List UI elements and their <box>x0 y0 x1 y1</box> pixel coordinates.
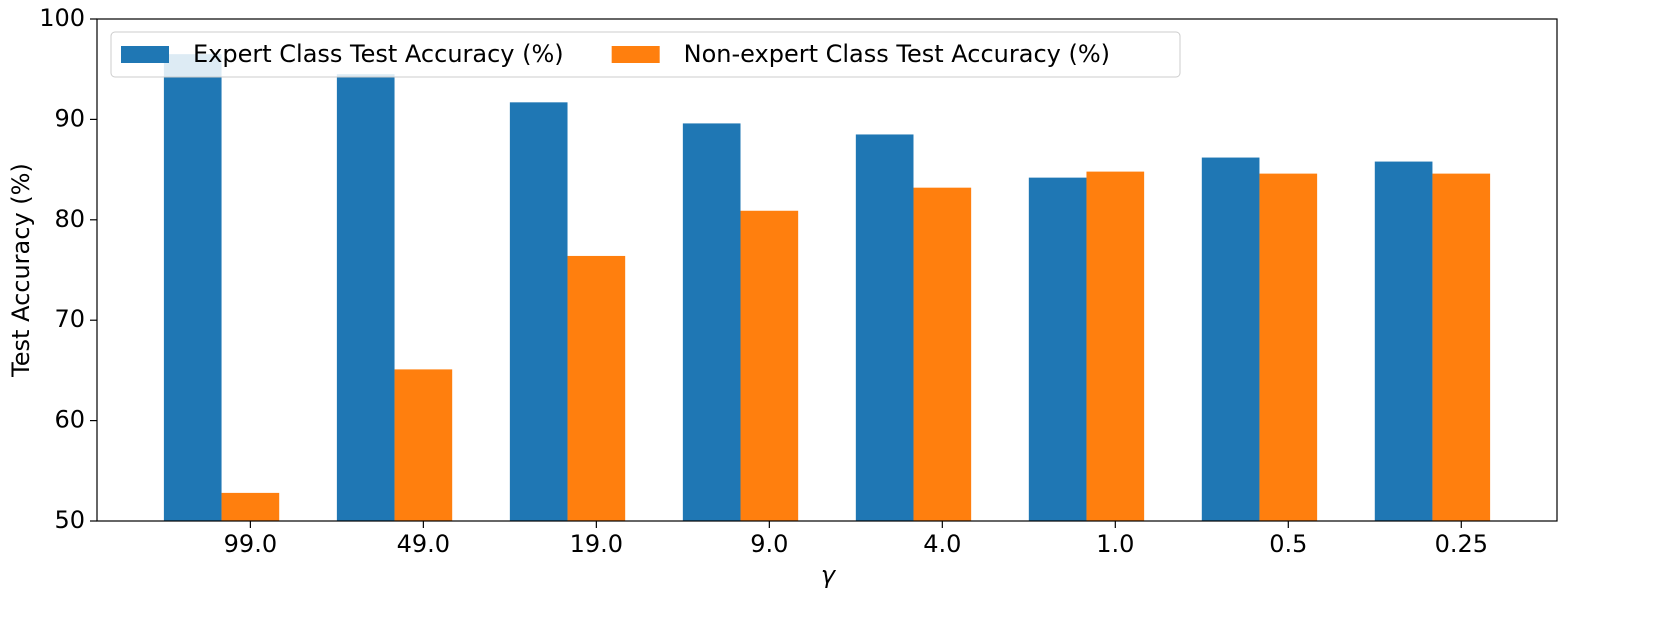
y-tick-label: 70 <box>54 305 85 333</box>
x-tick-label: 19.0 <box>570 530 623 558</box>
bar <box>740 210 799 522</box>
bar <box>682 123 741 521</box>
y-tick-label: 100 <box>39 4 85 32</box>
bar <box>855 134 914 521</box>
bar <box>1374 161 1433 521</box>
bar <box>336 74 395 521</box>
legend-label: Expert Class Test Accuracy (%) <box>193 40 564 68</box>
x-tick-label: 4.0 <box>923 530 961 558</box>
x-tick-label: 0.25 <box>1435 530 1488 558</box>
y-axis-label: Test Accuracy (%) <box>7 163 35 378</box>
y-tick-label: 80 <box>54 205 85 233</box>
bar <box>1028 177 1087 521</box>
legend-label: Non-expert Class Test Accuracy (%) <box>684 40 1110 68</box>
y-tick-label: 90 <box>54 104 85 132</box>
legend: Expert Class Test Accuracy (%) Non-expert… <box>110 31 1181 78</box>
bar <box>1201 157 1260 521</box>
bar <box>163 54 222 521</box>
legend-swatch <box>121 46 169 63</box>
x-tick-label: 1.0 <box>1096 530 1134 558</box>
bar <box>509 102 568 521</box>
bar <box>567 255 626 521</box>
x-tick-label: 9.0 <box>750 530 788 558</box>
x-tick-label: 49.0 <box>397 530 450 558</box>
bar <box>1086 171 1145 521</box>
y-tick-label: 60 <box>54 406 85 434</box>
legend-swatch <box>611 46 660 63</box>
bar <box>394 369 453 521</box>
x-tick-label: 0.5 <box>1269 530 1307 558</box>
y-tick-label: 50 <box>54 506 85 534</box>
plot-frame <box>96 18 1558 522</box>
x-axis-label: γ <box>821 561 837 589</box>
bar <box>1259 173 1318 521</box>
bar <box>913 187 972 521</box>
bar <box>1432 173 1491 521</box>
bar <box>221 492 280 521</box>
x-tick-label: 99.0 <box>224 530 277 558</box>
